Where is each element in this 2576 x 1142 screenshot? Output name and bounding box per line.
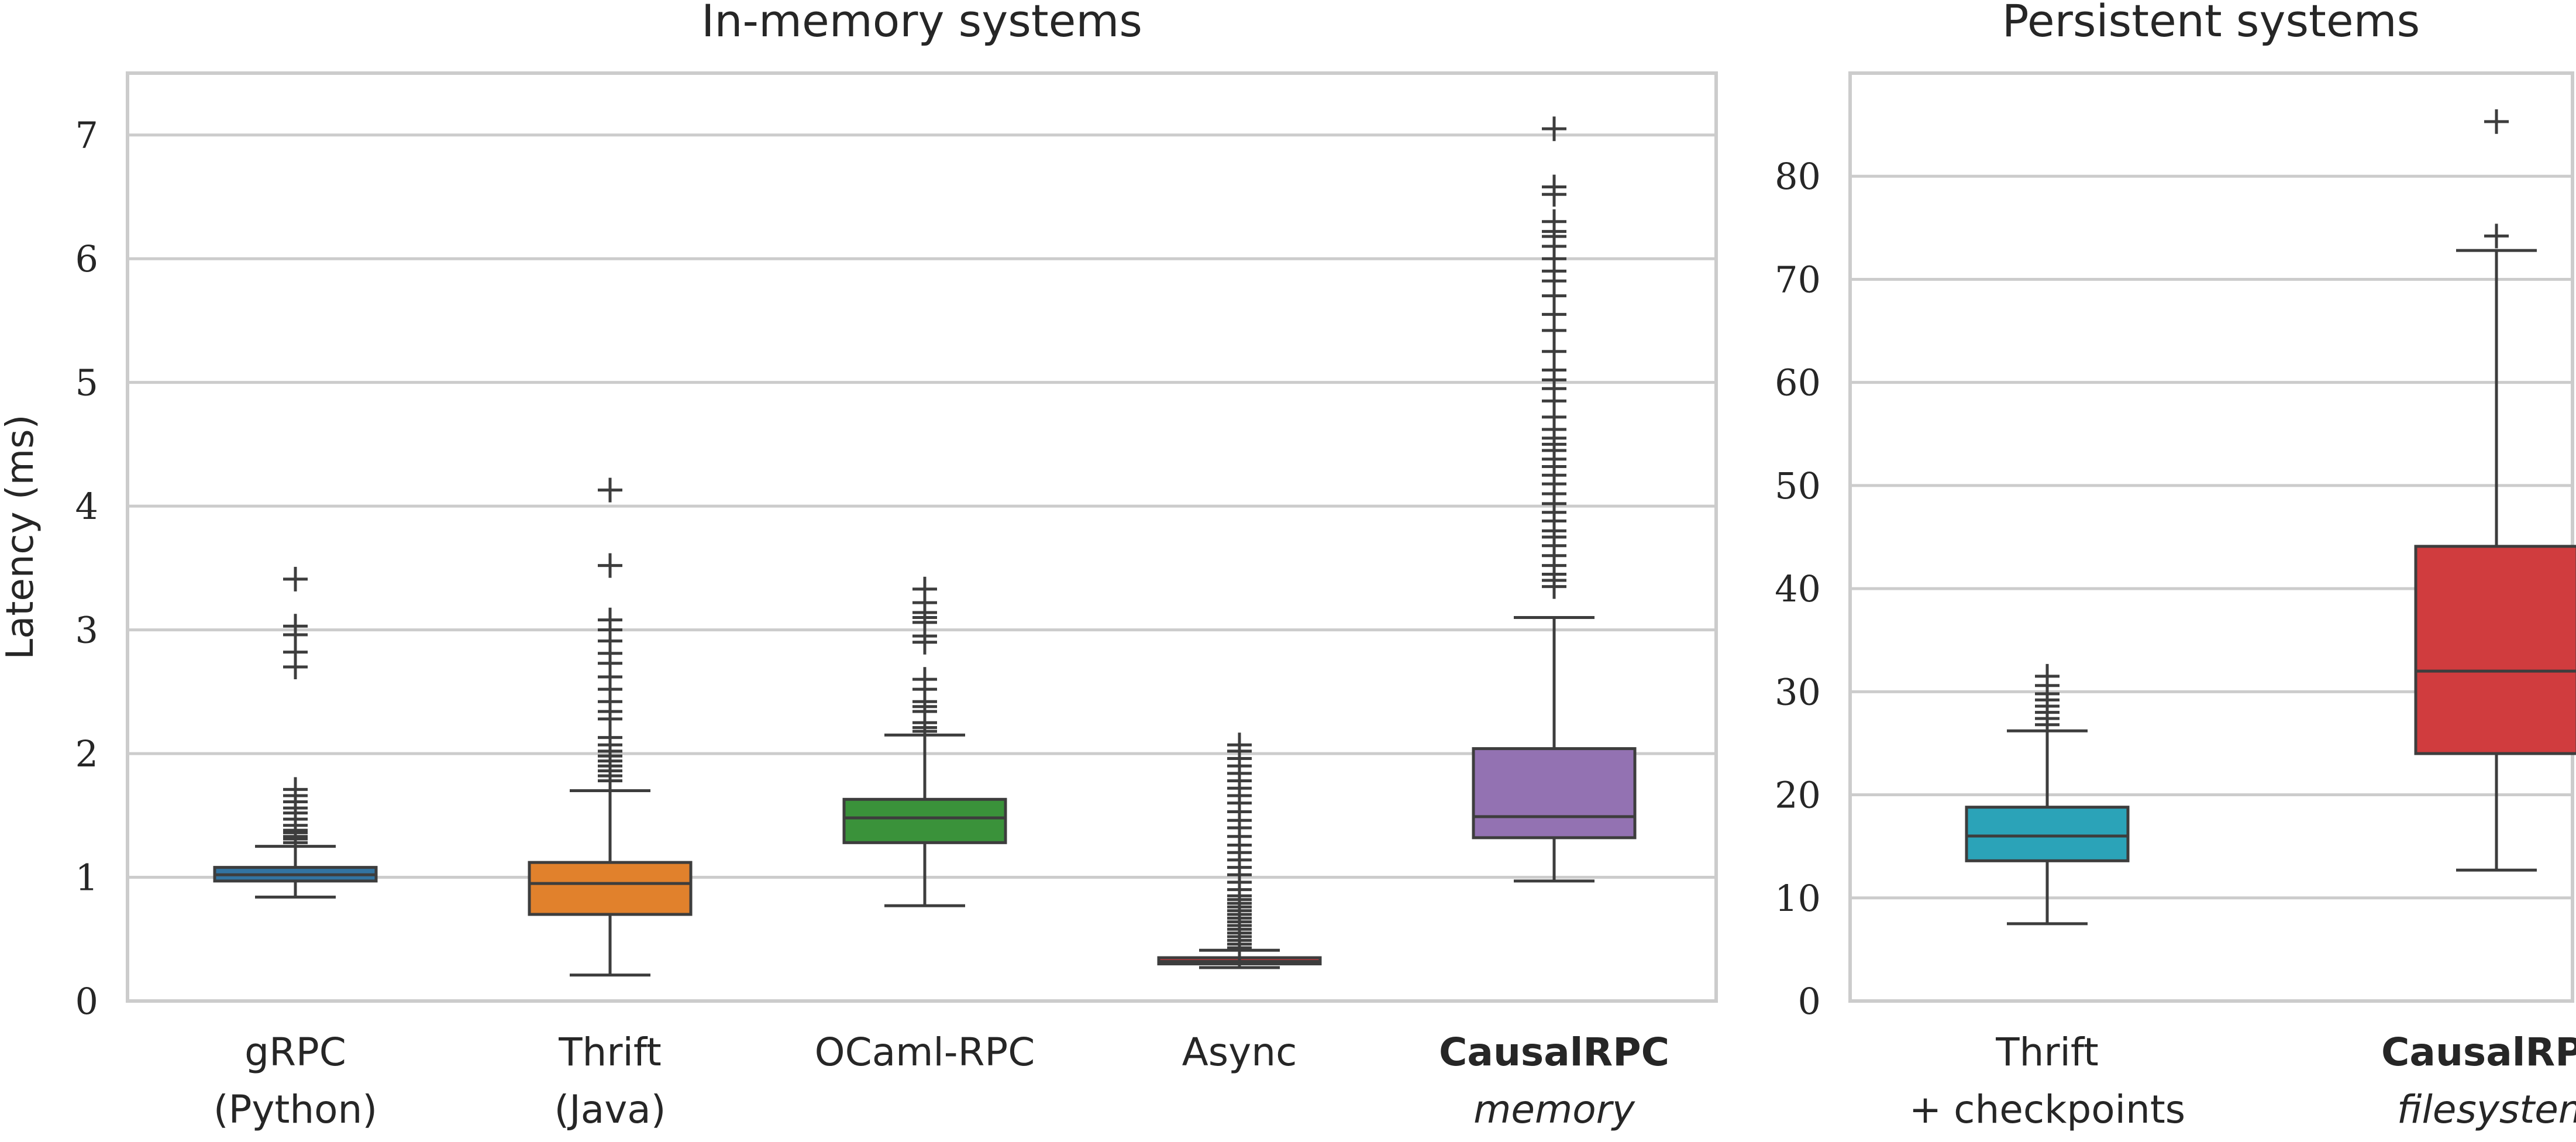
x-tick-sublabel: + checkpoints [1909, 1087, 2185, 1132]
panel-in-memory-grid [128, 133, 1716, 879]
y-tick-label: 20 [1775, 774, 1821, 817]
box-5 [1472, 116, 1637, 883]
panel-in-memory-title: In-memory systems [701, 0, 1142, 47]
panel-persistent-xticks: Thrift + checkpoints CausalRPC filesystem [1909, 1030, 2576, 1132]
x-tick-label: CausalRPC [1439, 1030, 1669, 1075]
panel-in-memory-boxes [213, 116, 1637, 977]
outlier-20 [598, 553, 622, 578]
box-body [2414, 545, 2576, 755]
y-tick-label: 3 [75, 609, 98, 652]
panel-in-memory: In-memory systems Latency (ms) 01234567 … [0, 0, 1718, 1132]
y-tick-label: 1 [75, 857, 98, 899]
y-tick-label: 4 [75, 485, 98, 528]
panel-persistent-title: Persistent systems [2002, 0, 2420, 47]
box-4 [1157, 732, 1322, 969]
outlier-21 [598, 477, 622, 503]
box-body [1965, 806, 2130, 862]
outlier-2 [2484, 109, 2509, 134]
outlier-17 [283, 566, 308, 591]
y-tick-label: 5 [75, 362, 98, 404]
outlier-26 [1542, 339, 1566, 364]
panel-in-memory-yticks: 0 1 2 3 4 5 6 7 [75, 114, 98, 1023]
y-tick-label: 7 [75, 114, 98, 157]
outlier-8 [2035, 663, 2060, 689]
box-2 [528, 477, 693, 977]
x-tick-label: Thrift [1995, 1030, 2099, 1075]
y-tick-label: 80 [1775, 155, 1821, 198]
y-tick-label: 6 [75, 238, 98, 280]
x-tick-sublabel: (Python) [213, 1087, 377, 1132]
x-tick-label: Async [1182, 1030, 1297, 1075]
panel-persistent-yticks: 0 10 20 30 40 50 60 70 80 [1775, 155, 1821, 1023]
box-body [528, 861, 693, 916]
y-tick-label: 60 [1775, 362, 1821, 404]
y-tick-label: 50 [1775, 465, 1821, 507]
x-tick-label: OCaml-RPC [815, 1030, 1035, 1075]
panel-persistent-frame [1848, 71, 2574, 1003]
outlier-19 [598, 607, 622, 632]
outlier-38 [1542, 174, 1566, 199]
box-body [1472, 747, 1637, 840]
panel-in-memory-xticks: gRPC (Python) Thrift (Java) OCaml-RPC Async Ca… [213, 1030, 1669, 1132]
x-tick-sublabel: memory [1473, 1087, 1635, 1132]
outlier-39 [1542, 116, 1566, 142]
y-tick-label: 30 [1775, 670, 1821, 713]
y-tick-label: 2 [75, 732, 98, 775]
panel-persistent: Persistent systems 0 10 20 30 40 50 60 70 80 Thr… [1775, 0, 2576, 1132]
y-tick-label: 0 [1798, 980, 1821, 1023]
outlier-36 [1542, 209, 1566, 234]
x-tick-sublabel: filesystem [2397, 1087, 2576, 1132]
x-tick-label: Thrift [558, 1030, 662, 1075]
box-1 [1965, 663, 2130, 926]
panel-persistent-boxes [1965, 109, 2576, 926]
box-2 [2414, 109, 2576, 872]
y-tick-label: 10 [1775, 877, 1821, 920]
outlier-12 [283, 777, 308, 802]
panel-in-memory-frame [126, 71, 1718, 1003]
y-tick-label: 0 [75, 980, 98, 1023]
box-body [842, 797, 1007, 844]
box-1 [213, 566, 378, 899]
outlier-35 [1227, 732, 1252, 758]
y-tick-label: 70 [1775, 258, 1821, 301]
outlier-15 [912, 576, 937, 601]
box-3 [842, 576, 1007, 907]
outlier-8 [912, 667, 937, 692]
y-tick-label: 40 [1775, 567, 1821, 610]
x-tick-label: CausalRPC [2381, 1030, 2576, 1075]
x-tick-label: gRPC [244, 1030, 346, 1075]
y-axis-label: Latency (ms) [0, 415, 42, 660]
x-tick-sublabel: (Java) [555, 1087, 666, 1132]
outlier-1 [2484, 223, 2509, 249]
outlier-16 [283, 614, 308, 639]
